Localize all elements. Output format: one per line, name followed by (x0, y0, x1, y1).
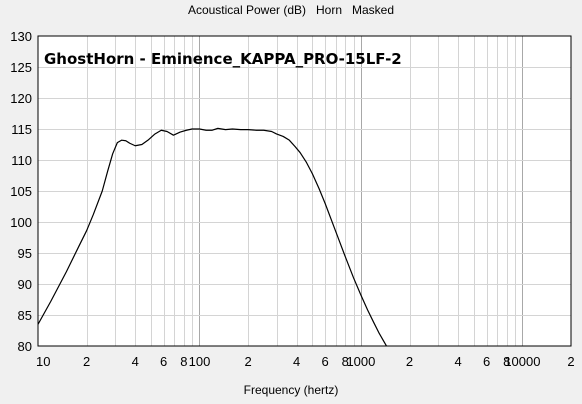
x-tick-label: 4 (455, 354, 462, 369)
x-tick-label: 10 (36, 354, 50, 369)
x-tick-label: 10000 (504, 354, 540, 369)
x-tick-label: 8 (342, 354, 349, 369)
x-tick-label: 8 (503, 354, 510, 369)
x-tick-label: 2 (567, 354, 574, 369)
x-tick-label: 4 (293, 354, 300, 369)
chart-title: Acoustical Power (dB) Horn Masked (187, 3, 395, 17)
y-tick-label: 100 (10, 215, 32, 230)
x-tick-label: 6 (483, 354, 490, 369)
y-tick-labels: 80 85 90 95 100 105 110 115 120 125 130 (10, 29, 32, 354)
series-group (38, 127, 388, 346)
y-tick-label: 90 (18, 277, 32, 292)
plot-caption: GhostHorn - Eminence_KAPPA_PRO-15LF-2 (44, 50, 402, 68)
x-tick-label: 2 (83, 354, 90, 369)
y-tick-label: 110 (11, 153, 32, 168)
series-line (38, 127, 388, 346)
x-tick-label: 2 (406, 354, 413, 369)
x-tick-label: 6 (160, 354, 167, 369)
x-tick-label: 8 (180, 354, 187, 369)
x-tick-label: 100 (189, 354, 211, 369)
grid (38, 36, 571, 346)
x-axis-label: Frequency (hertz) (243, 383, 339, 397)
y-tick-label: 105 (10, 184, 32, 199)
y-tick-label: 115 (11, 122, 32, 137)
y-tick-label: 130 (10, 29, 32, 44)
y-tick-label: 80 (18, 339, 32, 354)
y-tick-label: 85 (18, 308, 32, 323)
y-tick-label: 95 (18, 246, 32, 261)
plot-border (37, 35, 572, 347)
x-tick-label: 1000 (346, 354, 375, 369)
x-tick-label: 6 (321, 354, 328, 369)
x-tick-label: 4 (132, 354, 139, 369)
x-tick-label: 2 (244, 354, 251, 369)
y-tick-label: 125 (10, 60, 32, 75)
y-tick-label: 120 (10, 91, 32, 106)
